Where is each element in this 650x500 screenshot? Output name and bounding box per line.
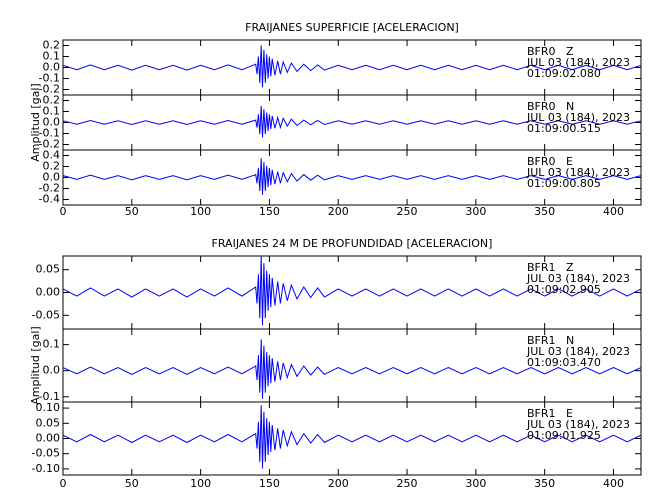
trace-date: JUL 03 (184), 2023 [526,166,630,179]
y-tick-label: -0.2 [39,83,60,96]
trace-time: 01:09:01.925 [527,429,601,442]
trace-date: JUL 03 (184), 2023 [526,272,630,285]
y-tick-label: -0.2 [39,182,60,195]
x-tick-label: 400 [603,477,624,490]
chart-title: FRAIJANES 24 M DE PROFUNDIDAD [ACELERACI… [212,237,493,250]
trace-date: JUL 03 (184), 2023 [526,345,630,358]
y-tick-label: 0.0 [43,61,61,74]
x-tick-label: 0 [60,205,67,218]
x-tick-label: 250 [397,205,418,218]
x-tick-label: 300 [465,205,486,218]
y-tick-label: -0.1 [39,390,60,403]
y-tick-label: 0.2 [43,94,61,107]
waveform [62,339,642,399]
y-tick-label: 0.1 [43,338,61,351]
y-tick-label: 0.00 [36,286,61,299]
y-tick-label: 0.1 [43,50,61,63]
x-tick-label: 300 [465,477,486,490]
x-tick-label: 250 [397,477,418,490]
y-tick-label: -0.4 [39,193,60,206]
y-tick-label: 0.0 [43,364,61,377]
waveform [62,404,642,469]
x-tick-label: 100 [190,205,211,218]
waveform [62,158,642,195]
y-tick-label: 0.10 [36,401,61,414]
y-tick-label: 0.2 [43,160,61,173]
y-tick-label: 0.0 [43,116,61,129]
y-axis-label: Amplitud [gal] [29,326,42,404]
y-tick-label: 0.05 [36,263,61,276]
waveform [62,105,642,138]
y-tick-label: 0.05 [36,416,61,429]
trace-station: BFR1 N [527,334,574,347]
x-tick-label: 350 [534,477,555,490]
x-tick-label: 200 [328,205,349,218]
y-tick-label: 0.0 [43,171,61,184]
trace-time: 01:09:00.515 [527,122,601,135]
y-tick-label: -0.1 [39,127,60,140]
waveform [62,45,642,88]
y-tick-label: -0.05 [32,447,60,460]
y-tick-label: -0.05 [32,308,60,321]
y-tick-label: 0.4 [43,149,61,162]
y-tick-label: 0.00 [36,432,61,445]
x-tick-label: 0 [60,477,67,490]
trace-time: 01:09:02.080 [527,67,601,80]
trace-station: BFR0 Z [527,45,574,58]
x-tick-label: 100 [190,477,211,490]
trace-date: JUL 03 (184), 2023 [526,111,630,124]
trace-time: 01:09:00.805 [527,177,601,190]
trace-station: BFR0 N [527,100,574,113]
y-tick-label: -0.10 [32,462,60,475]
trace-time: 01:09:02.905 [527,283,601,296]
y-tick-label: -0.1 [39,72,60,85]
trace-date: JUL 03 (184), 2023 [526,418,630,431]
trace-station: BFR1 E [527,407,573,420]
x-tick-label: 50 [125,205,139,218]
trace-date: JUL 03 (184), 2023 [526,56,630,69]
trace-station: BFR0 E [527,155,573,168]
y-tick-label: 0.2 [43,39,61,52]
trace-time: 01:09:03.470 [527,356,601,369]
chart-title: FRAIJANES SUPERFICIE [ACELERACION] [245,21,459,34]
waveform [62,255,642,326]
y-tick-label: 0.1 [43,105,61,118]
y-axis-label: Amplitud [gal] [29,83,42,161]
y-tick-label: -0.2 [39,138,60,151]
x-tick-label: 150 [259,205,280,218]
x-tick-label: 200 [328,477,349,490]
x-tick-label: 350 [534,205,555,218]
x-tick-label: 400 [603,205,624,218]
trace-station: BFR1 Z [527,261,574,274]
x-tick-label: 50 [125,477,139,490]
x-tick-label: 150 [259,477,280,490]
